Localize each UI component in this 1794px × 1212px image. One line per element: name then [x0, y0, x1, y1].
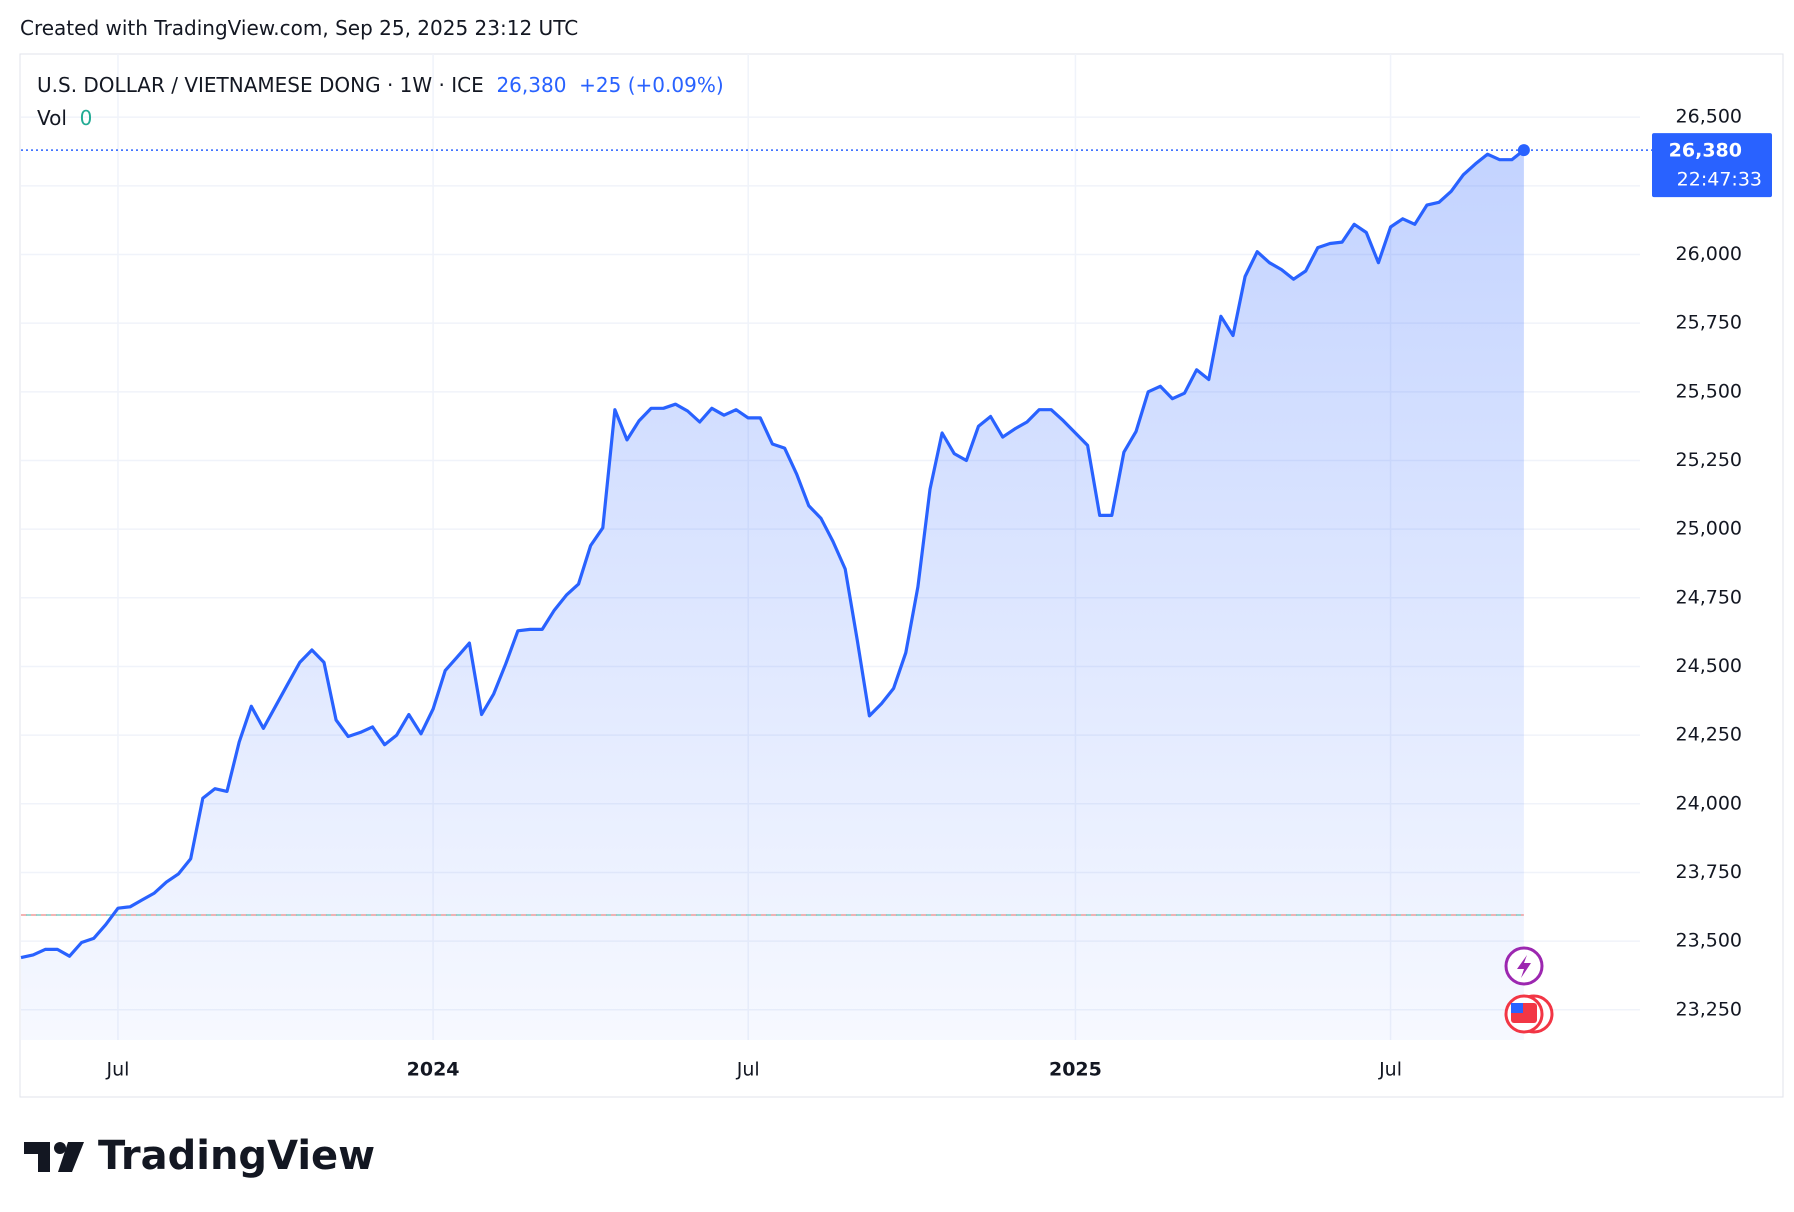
- vol-value: 0: [79, 106, 93, 130]
- y-tick-label: 24,500: [1676, 655, 1742, 677]
- y-tick-label: 24,750: [1676, 586, 1742, 608]
- vol-line: Vol 0: [37, 106, 92, 130]
- x-tick-label: Jul: [1378, 1059, 1402, 1081]
- symbol: U.S. DOLLAR / VIETNAMESE DONG · 1W · ICE: [37, 73, 484, 97]
- area: [21, 150, 1524, 1041]
- x-tick-label: Jul: [736, 1059, 760, 1081]
- y-tick-label: 23,250: [1676, 998, 1742, 1020]
- event-icon-bolt: [1517, 955, 1531, 978]
- y-tick-label: 25,500: [1676, 380, 1742, 402]
- last-point: [1517, 144, 1530, 157]
- brand: TradingView: [98, 1133, 375, 1179]
- flag-canton: [1511, 1003, 1523, 1013]
- y-tick-label: 26,000: [1676, 243, 1742, 265]
- y-tick-label: 25,250: [1676, 449, 1742, 471]
- y-tick-label: 25,000: [1676, 518, 1742, 540]
- x-tick-label: Jul: [105, 1059, 129, 1081]
- y-tick-label: 23,500: [1676, 930, 1742, 952]
- price-change: +25 (+0.09%): [579, 73, 724, 97]
- vol-label: Vol: [37, 106, 67, 130]
- x-tick-label: 2024: [407, 1059, 460, 1081]
- y-tick-label: 24,250: [1676, 724, 1742, 746]
- price-tag-time: 22:47:33: [1677, 169, 1762, 191]
- x-tick-label: 2025: [1049, 1059, 1102, 1081]
- last-price: 26,380: [496, 73, 567, 97]
- price-tag: [1652, 133, 1772, 198]
- created-note: Created with TradingView.com, Sep 25, 20…: [20, 16, 579, 40]
- y-tick-label: 23,750: [1676, 861, 1742, 883]
- logo: [24, 1142, 84, 1172]
- price-tag-value: 26,380: [1669, 140, 1742, 162]
- line: [20, 148, 1525, 960]
- y-tick-label: 25,750: [1676, 312, 1742, 334]
- chart-frame: [19, 53, 1784, 1098]
- y-tick-label: 24,000: [1676, 792, 1742, 814]
- symbol-line: U.S. DOLLAR / VIETNAMESE DONG · 1W · ICE…: [37, 73, 724, 97]
- y-tick-label: 26,500: [1676, 106, 1742, 128]
